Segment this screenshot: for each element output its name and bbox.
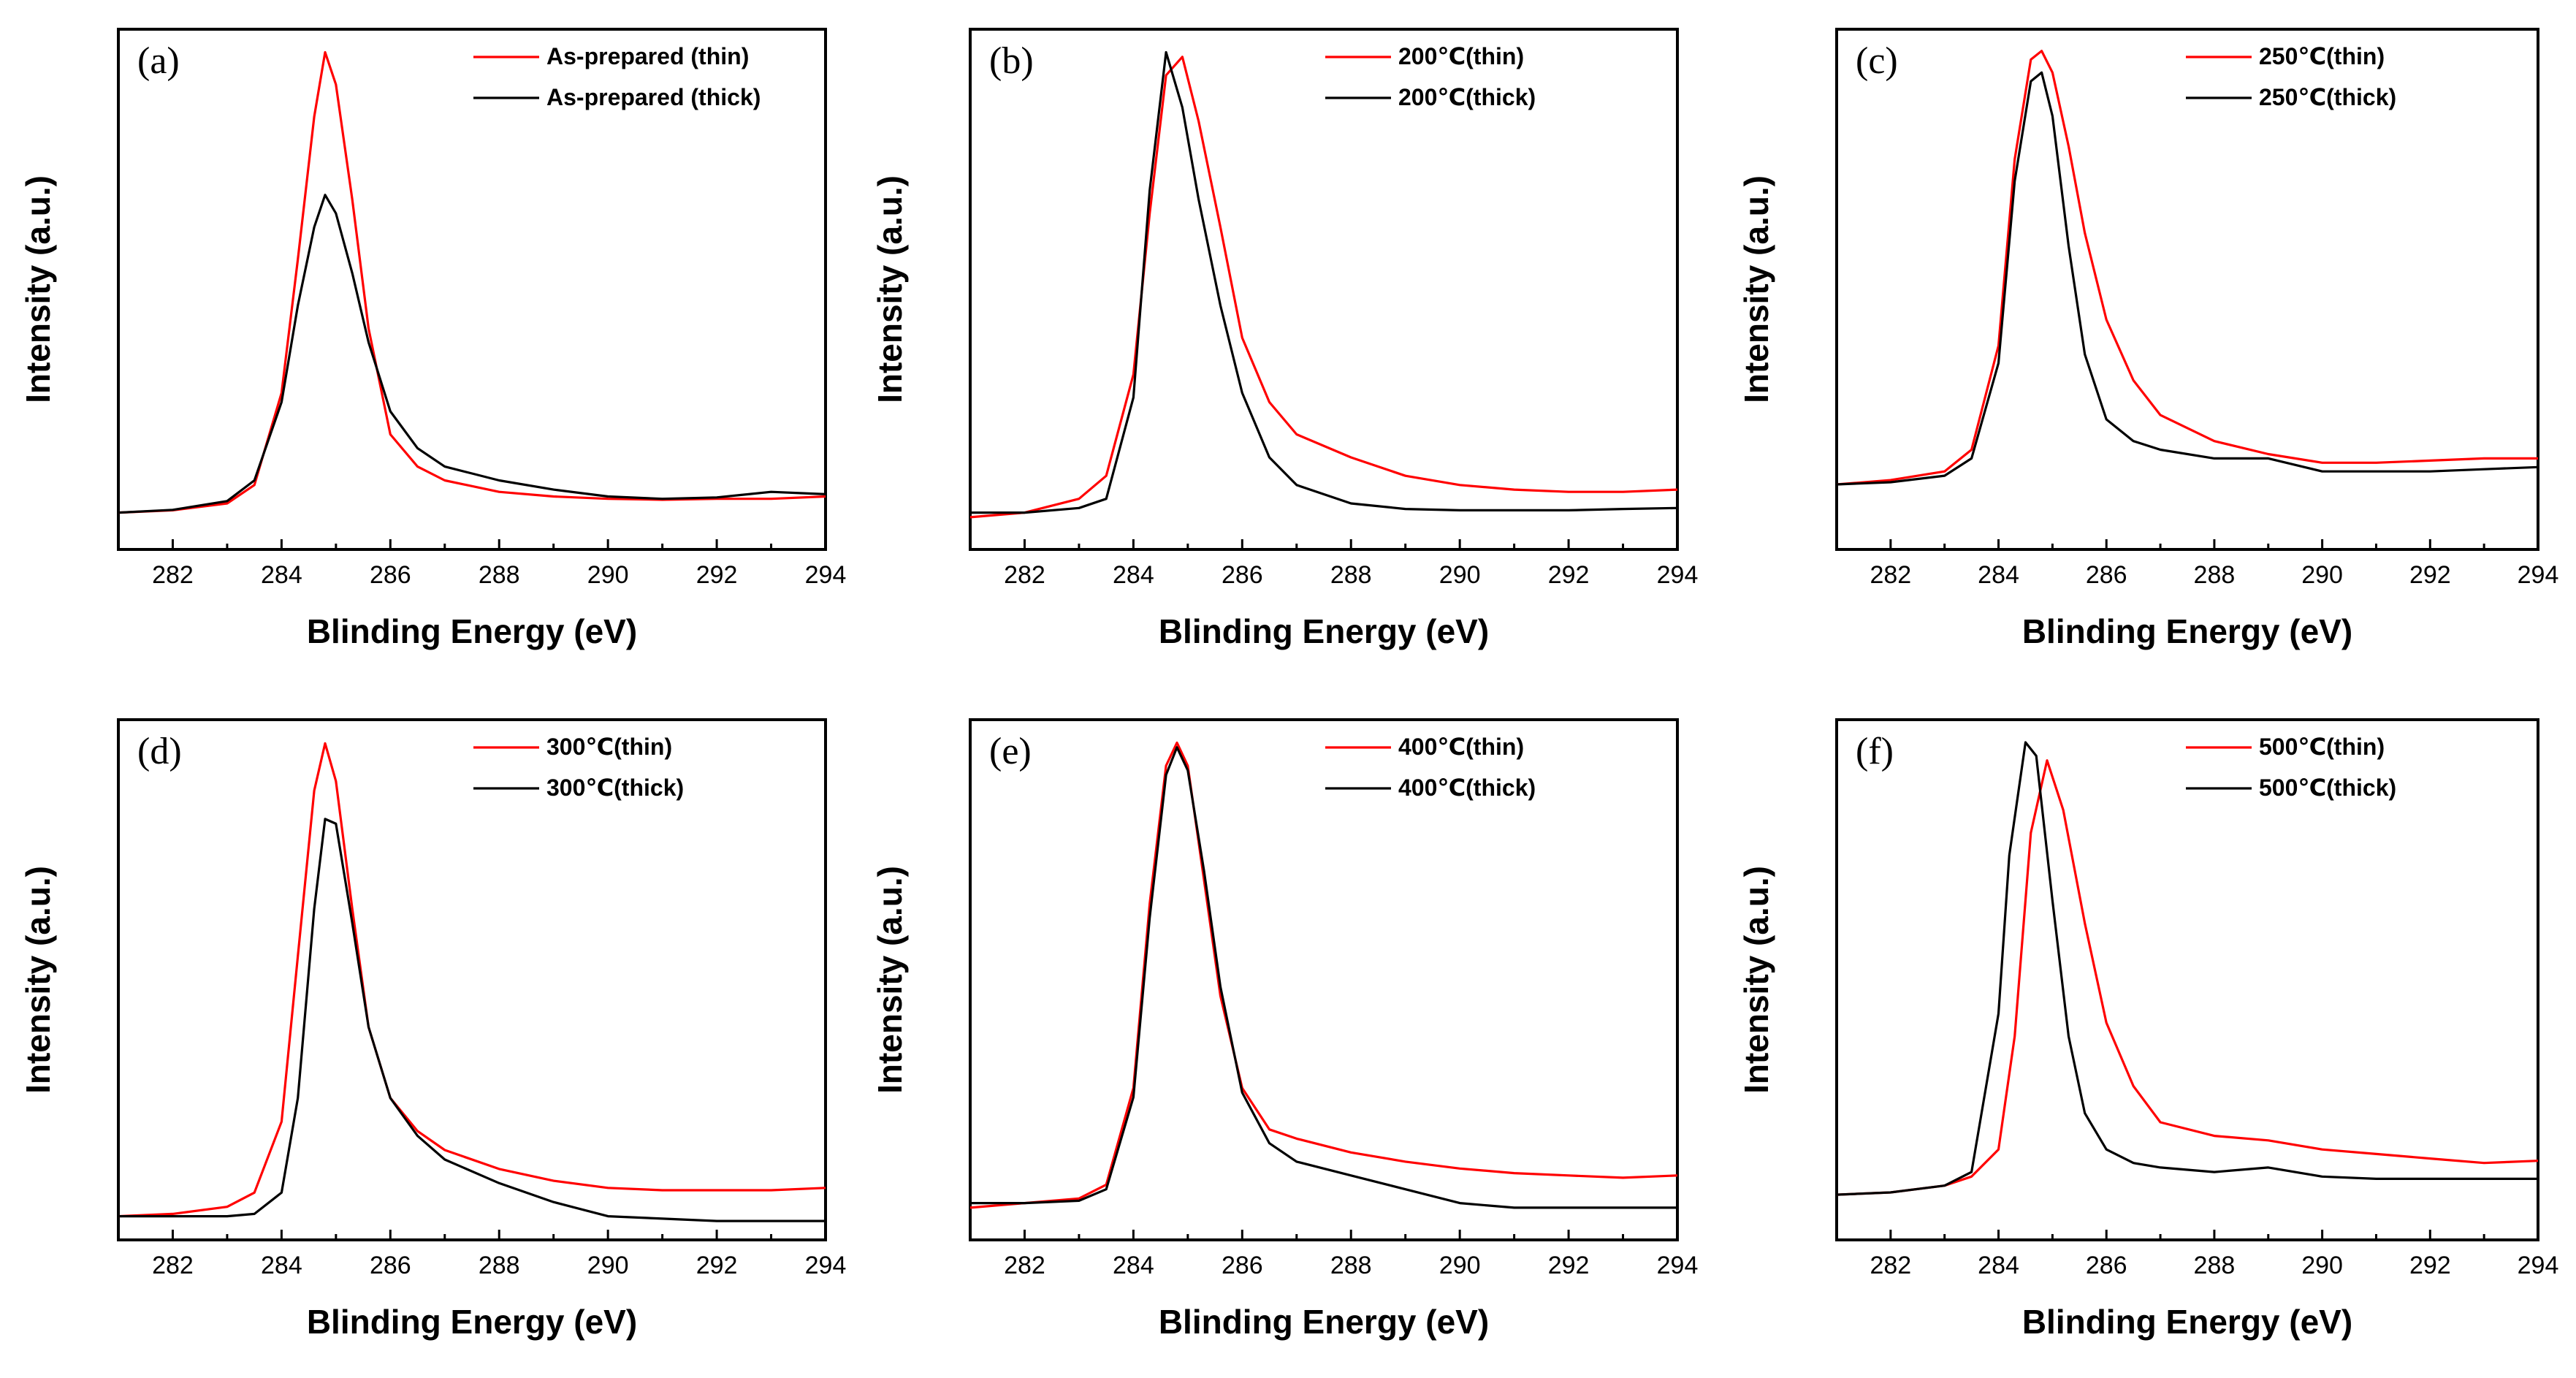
legend-label: 200℃(thick) <box>1398 84 1536 110</box>
plot-frame <box>969 718 1679 1241</box>
x-axis-label: Blinding Energy (eV) <box>1159 612 1489 650</box>
legend-label: 400℃(thick) <box>1398 774 1536 801</box>
x-tick-label: 290 <box>587 561 629 589</box>
x-tick-label: 288 <box>479 561 520 589</box>
x-tick-label: 288 <box>1330 561 1372 589</box>
x-axis-label: Blinding Energy (eV) <box>2022 612 2352 650</box>
x-tick-label: 292 <box>1548 561 1590 589</box>
chart-panel-f: 282 284 286 288 290 292 294 500℃(thin) 500℃(thic… <box>1737 718 2559 1341</box>
series-line-thick <box>970 50 1678 514</box>
series-line-thick <box>970 746 1677 1209</box>
x-tick-label: 292 <box>2409 1252 2451 1279</box>
legend-label: As-prepared (thick) <box>546 84 761 110</box>
chart-panel-a: 282 284 286 288 290 292 294 As-prepared (thin) A… <box>19 28 847 650</box>
x-tick-label: 294 <box>1657 561 1699 589</box>
x-axis-label: Blinding Energy (eV) <box>307 612 637 650</box>
x-tick-label: 290 <box>2301 1252 2343 1279</box>
x-tick-label: 288 <box>479 1252 520 1279</box>
chart-panel-c: 282 284 286 288 290 292 294 250℃(thin) 250℃(thic… <box>1737 28 2559 650</box>
x-tick-label: 294 <box>805 561 847 589</box>
x-tick-label: 284 <box>1113 561 1154 589</box>
y-axis-label: Intensity (a.u.) <box>871 866 909 1094</box>
legend-label: 400℃(thin) <box>1398 734 1524 760</box>
x-tick-label: 286 <box>370 1252 411 1279</box>
series-line-thin <box>118 50 826 514</box>
panel-label: (e) <box>989 731 1032 772</box>
y-axis-label: Intensity (a.u.) <box>1737 175 1775 403</box>
legend-label: 200℃(thin) <box>1398 43 1524 69</box>
x-tick-label: 284 <box>261 1252 302 1279</box>
x-tick-label: 286 <box>1222 1252 1263 1279</box>
legend-label: 250℃(thick) <box>2259 84 2396 110</box>
y-axis-label: Intensity (a.u.) <box>1737 866 1775 1094</box>
panel-label: (c) <box>1856 40 1898 82</box>
chart-panel-b: 282 284 286 288 290 292 294 200℃(thin) 200℃(thic… <box>871 28 1699 650</box>
chart-panel-d: 282 284 286 288 290 292 294 300℃(thin) 300℃(thic… <box>19 718 847 1341</box>
x-tick-label: 286 <box>370 561 411 589</box>
y-axis-label: Intensity (a.u.) <box>19 866 57 1094</box>
panel-label: (f) <box>1856 731 1894 772</box>
panel-label: (a) <box>137 40 180 82</box>
x-tick-label: 286 <box>1222 561 1263 589</box>
x-tick-label: 282 <box>1004 561 1045 589</box>
x-tick-label: 294 <box>2518 1252 2559 1279</box>
series-line-thin <box>969 741 1678 1209</box>
x-tick-label: 292 <box>696 1252 738 1279</box>
legend-label: 500℃(thick) <box>2259 774 2396 801</box>
plot-frame <box>1835 718 2539 1241</box>
plot-frame <box>1835 28 2539 551</box>
series-line-thin <box>969 56 1678 519</box>
x-tick-label: 284 <box>1113 1252 1154 1279</box>
series-line-thick <box>118 194 826 514</box>
y-axis-label: Intensity (a.u.) <box>871 175 909 403</box>
x-tick-label: 288 <box>2194 1252 2236 1279</box>
x-tick-label: 282 <box>1870 1252 1911 1279</box>
plot-frame <box>969 28 1679 551</box>
legend-label: As-prepared (thin) <box>546 43 749 69</box>
x-tick-label: 294 <box>805 1252 847 1279</box>
x-axis-label: Blinding Energy (eV) <box>2022 1303 2352 1341</box>
x-tick-label: 286 <box>2086 1252 2127 1279</box>
x-tick-label: 292 <box>2409 561 2451 589</box>
x-tick-label: 292 <box>696 561 738 589</box>
y-axis-label: Intensity (a.u.) <box>19 175 57 403</box>
panel-label: (b) <box>989 40 1034 82</box>
x-tick-label: 290 <box>2301 561 2343 589</box>
series-line-thin <box>1836 50 2538 486</box>
x-tick-label: 284 <box>261 561 302 589</box>
x-tick-label: 292 <box>1548 1252 1590 1279</box>
panel-label: (d) <box>137 731 182 772</box>
series-line-thick <box>1836 741 2538 1196</box>
x-tick-label: 288 <box>2194 561 2236 589</box>
series-line-thick <box>118 818 826 1222</box>
legend-label: 300℃(thick) <box>546 774 684 801</box>
plot-frame <box>117 28 827 551</box>
x-tick-label: 290 <box>1439 561 1481 589</box>
legend-label: 250℃(thin) <box>2259 43 2385 69</box>
x-tick-label: 282 <box>1870 561 1911 589</box>
x-axis-label: Blinding Energy (eV) <box>1159 1303 1489 1341</box>
x-tick-label: 294 <box>1657 1252 1699 1279</box>
series-line-thin <box>1836 759 2539 1196</box>
legend-label: 300℃(thin) <box>546 734 672 760</box>
x-tick-label: 290 <box>587 1252 629 1279</box>
series-line-thin <box>118 742 826 1218</box>
x-tick-label: 282 <box>1004 1252 1045 1279</box>
x-tick-label: 290 <box>1439 1252 1481 1279</box>
legend-label: 500℃(thin) <box>2259 734 2385 760</box>
x-tick-label: 294 <box>2518 561 2559 589</box>
x-tick-label: 282 <box>152 561 194 589</box>
x-axis-label: Blinding Energy (eV) <box>307 1303 637 1341</box>
series-line-thick <box>1836 71 2539 486</box>
chart-panel-e: 282 284 286 288 290 292 294 400℃(thin) 400℃(thic… <box>871 718 1699 1341</box>
plot-frame <box>117 718 827 1241</box>
x-tick-label: 288 <box>1330 1252 1372 1279</box>
x-tick-label: 284 <box>1978 561 2019 589</box>
x-tick-label: 284 <box>1978 1252 2019 1279</box>
x-tick-label: 282 <box>152 1252 194 1279</box>
x-tick-label: 286 <box>2086 561 2127 589</box>
